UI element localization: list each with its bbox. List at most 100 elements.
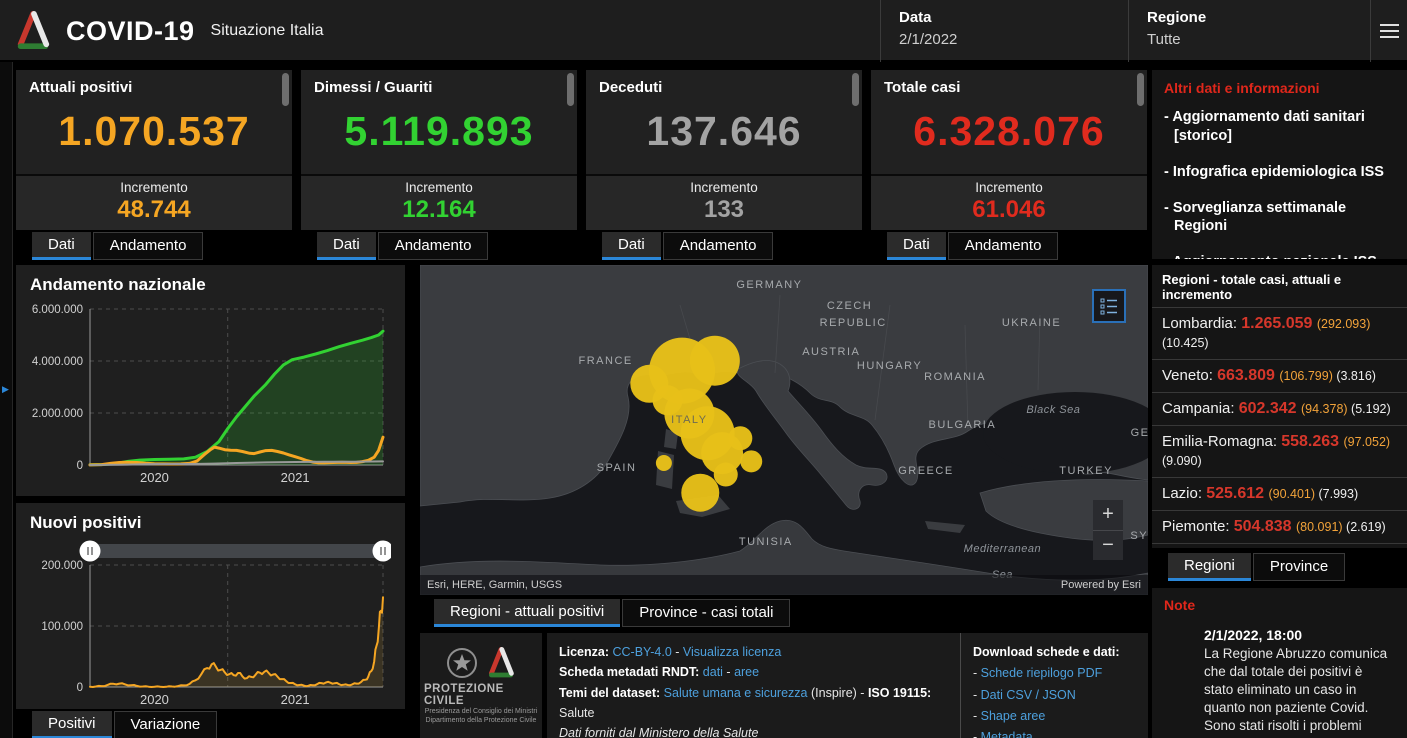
map-label: SPAIN (596, 461, 637, 474)
region-filter[interactable]: Regione Tutte (1128, 0, 1370, 62)
collapsed-panel-strip[interactable]: ▶ (0, 62, 13, 738)
map-label: BULGARIA (928, 419, 997, 432)
stat-card-body: Totale casi 6.328.076 Incremento 61.046 (871, 70, 1147, 230)
stat-card: Attuali positivi 1.070.537 Incremento 48… (16, 70, 292, 260)
tab-positivi[interactable]: Positivi (32, 711, 112, 738)
europe-map[interactable]: GERMANY CZECH REPUBLIC UKRAINE FRANCE AUSTRIA… (420, 265, 1148, 595)
download-link[interactable]: Shape aree (980, 708, 1046, 723)
svg-text:2.000.000: 2.000.000 (32, 408, 83, 420)
stat-card: Dimessi / Guariti 5.119.893 Incremento 1… (301, 70, 577, 260)
tab-regioni[interactable]: Regioni (1168, 553, 1251, 581)
layer-list-button[interactable] (1092, 289, 1126, 323)
increment-label: Incremento (405, 180, 473, 195)
tab-regioni-attuali-positivi[interactable]: Regioni - attuali positivi (434, 599, 621, 627)
region-row: Campania: 602.342 (94.378) (5.192) (1152, 391, 1407, 425)
app-subtitle: Situazione Italia (210, 22, 324, 39)
hamburger-menu-icon[interactable] (1370, 0, 1407, 62)
cc-by-link[interactable]: CC-BY-4.0 (612, 645, 672, 659)
card-value: 1.070.537 (58, 108, 250, 154)
info-link[interactable]: - Sorveglianza settimanale Regioni (1164, 199, 1347, 235)
map-label: UKRAINE (1001, 316, 1062, 329)
region-total: 602.342 (1238, 399, 1301, 417)
slider-handle-right[interactable] (372, 540, 392, 562)
zoom-in-button[interactable]: + (1093, 500, 1123, 530)
stat-card-body: Deceduti 137.646 Incremento 133 (586, 70, 862, 230)
map-label: HUNGARY (856, 359, 923, 372)
download-link-row: - Shape aree (973, 706, 1136, 727)
map-label: Black Sea (1026, 404, 1081, 417)
license-text: Licenza: CC-BY-4.0 - Visualizza licenza … (547, 633, 960, 738)
card-tabbar: Dati Andamento (301, 232, 577, 260)
chart-title: Nuovi positivi (30, 513, 142, 532)
info-link[interactable]: - Aggiornamento dati sanitari [storico] (1164, 109, 1365, 144)
download-link-row: - Metadata (973, 727, 1136, 738)
region-bubble[interactable] (681, 473, 720, 512)
tab-province-casi-totali[interactable]: Province - casi totali (622, 599, 791, 627)
license-row-2: Scheda metadati RNDT: dati - aree (559, 662, 948, 682)
region-bubble[interactable] (728, 426, 753, 451)
logo-subtitle-2: Dipartimento della Protezione Civile (425, 717, 537, 724)
card-scrollbar-thumb[interactable] (282, 73, 289, 106)
date-filter[interactable]: Data 2/1/2022 (880, 0, 1128, 62)
note-body: La Regione Abruzzo comunica che dal tota… (1204, 646, 1388, 738)
card-scrollbar-thumb[interactable] (1137, 73, 1144, 106)
tab-dati[interactable]: Dati (887, 232, 946, 260)
region-bubble[interactable] (740, 450, 763, 473)
region-value: Tutte (1147, 31, 1181, 48)
card-increment: Incremento 61.046 (871, 174, 1147, 230)
map-label: AUSTRIA (802, 346, 861, 359)
svg-text:6.000.000: 6.000.000 (32, 304, 83, 316)
download-link[interactable]: Schede riepilogo PDF (980, 666, 1103, 681)
tab-dati[interactable]: Dati (317, 232, 376, 260)
info-link[interactable]: - Infografica epidemiologica ISS (1164, 163, 1384, 180)
tab-province[interactable]: Province (1252, 553, 1346, 581)
card-tabbar: Dati Andamento (586, 232, 862, 260)
region-name: Emilia-Romagna: (1162, 432, 1282, 450)
region-bubble[interactable] (655, 455, 672, 471)
region-total: 525.612 (1206, 484, 1269, 502)
region-increment: (10.425) (1162, 336, 1209, 350)
card-tabbar: Dati Andamento (16, 232, 292, 260)
layer-list-icon (1100, 298, 1117, 315)
separator: - (722, 665, 735, 680)
card-tabbar: Dati Andamento (871, 232, 1147, 260)
map-zoom-controls: + − (1093, 500, 1123, 560)
card-increment: Incremento 133 (586, 174, 862, 230)
tab-dati[interactable]: Dati (602, 232, 661, 260)
aree-link[interactable]: aree (734, 665, 760, 680)
region-increment: (5.192) (1351, 401, 1391, 416)
logo-title: PROTEZIONE CIVILE (424, 682, 504, 707)
info-link[interactable]: - Aggiornamento nazionale ISS (1164, 253, 1395, 259)
download-link-row: - Dati CSV / JSON (973, 685, 1136, 706)
increment-value: 133 (703, 196, 745, 223)
regions-list: Lombardia: 1.265.059 (292.093) (10.425) V… (1152, 307, 1407, 548)
download-link[interactable]: Dati CSV / JSON (980, 687, 1076, 702)
tab-dati[interactable]: Dati (32, 232, 91, 260)
map-label: GREECE (898, 465, 954, 478)
region-total: 1.265.059 (1241, 315, 1317, 332)
zoom-out-button[interactable]: − (1093, 530, 1123, 560)
tab-andamento[interactable]: Andamento (377, 232, 489, 260)
region-row: Lombardia: 1.265.059 (292.093) (10.425) (1152, 307, 1407, 359)
region-row: Emilia-Romagna: 558.263 (97.052) (9.090) (1152, 424, 1407, 477)
tab-andamento[interactable]: Andamento (662, 232, 774, 260)
dati-link[interactable]: dati (702, 665, 723, 680)
slider-handle-left[interactable] (79, 540, 101, 562)
card-scrollbar-thumb[interactable] (567, 73, 574, 106)
tab-variazione[interactable]: Variazione (113, 711, 218, 738)
card-scrollbar-thumb[interactable] (852, 73, 859, 106)
map-label: ROMANIA (924, 371, 986, 384)
download-link[interactable]: Metadata (980, 730, 1033, 738)
repubblica-emblem-icon (447, 647, 477, 678)
region-bubble[interactable] (713, 462, 738, 487)
powered-by-esri: Powered by Esri (1060, 579, 1141, 591)
salute-umana-link[interactable]: Salute umana e sicurezza (663, 685, 808, 700)
region-bubble[interactable] (689, 335, 740, 386)
tab-andamento[interactable]: Andamento (947, 232, 1059, 260)
visualizza-licenza-link[interactable]: Visualizza licenza (682, 645, 782, 659)
dash: - (973, 666, 981, 681)
time-slider-track[interactable] (90, 544, 383, 558)
tab-andamento[interactable]: Andamento (92, 232, 204, 260)
expand-arrow-icon: ▶ (2, 384, 9, 394)
protezione-civile-triangle-icon (489, 646, 514, 678)
